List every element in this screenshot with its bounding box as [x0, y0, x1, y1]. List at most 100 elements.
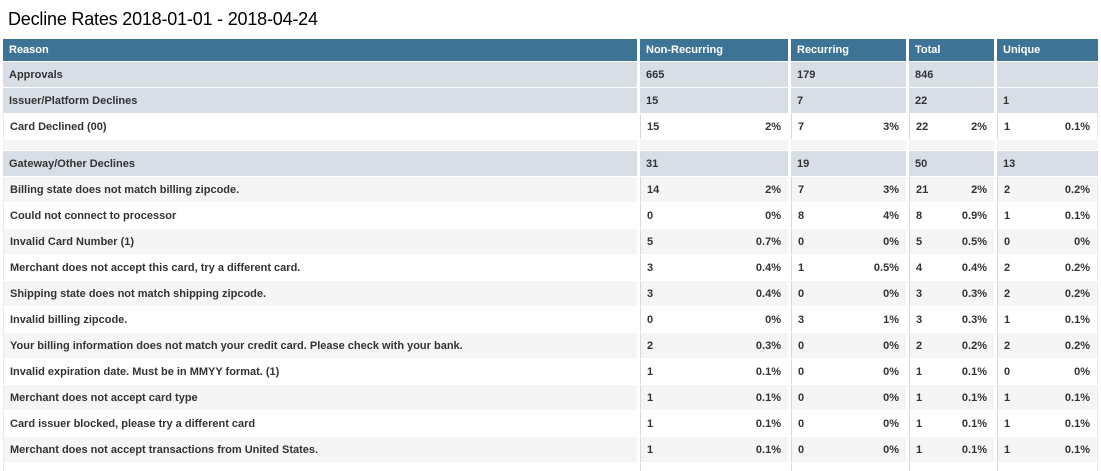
recurring-cell: 0 0%: [791, 411, 906, 436]
percent-value: 0%: [883, 339, 899, 352]
recurring-cell: 7 3%: [791, 114, 906, 139]
percent-value: 0%: [765, 313, 781, 326]
percent-value: 0.4%: [755, 287, 781, 300]
count-value: 846: [915, 68, 934, 81]
reason-cell: Merchant does not accept this card, try …: [3, 255, 637, 280]
count-value: 0: [647, 209, 654, 222]
reason-cell: Shipping state does not match shipping z…: [3, 281, 637, 306]
non-recurring-cell: [640, 140, 788, 150]
percent-value: 0.2%: [1064, 261, 1090, 274]
cell-content: 1 0.1%: [998, 314, 1097, 326]
column-header-non-recurring: Non-Recurring: [640, 39, 788, 61]
count-value: 1: [916, 365, 923, 378]
cell-content: 3 0.4%: [641, 288, 788, 300]
detail-row: Merchant does not accept this card, try …: [3, 255, 1098, 280]
cell-content: 2 0.2%: [910, 340, 994, 352]
count-value: 0: [1004, 365, 1011, 378]
cell-content: 2 0.2%: [998, 262, 1097, 274]
reason-cell: Invalid billing zipcode.: [3, 307, 637, 332]
recurring-cell: 0 0%: [791, 437, 906, 462]
cell-content: 31: [640, 158, 788, 170]
non-recurring-cell: 1 0.1%: [640, 385, 788, 410]
percent-value: 0%: [765, 209, 781, 222]
detail-row: Invalid expiration date. Must be in MMYY…: [3, 359, 1098, 384]
percent-value: 0.2%: [1064, 339, 1090, 352]
percent-value: 0%: [1074, 235, 1090, 248]
cell-content: 7 3%: [792, 184, 906, 196]
total-cell: 2 0.2%: [909, 333, 994, 358]
cell-content: 1 0.1%: [998, 210, 1097, 222]
percent-value: 2%: [765, 183, 781, 196]
reason-cell: Card issuer blocked, please try a differ…: [3, 411, 637, 436]
cell-content: 0 0%: [641, 210, 788, 222]
empty-row: [3, 463, 1098, 471]
unique-cell: 1 0.1%: [997, 203, 1098, 228]
unique-cell: 2 0.2%: [997, 255, 1098, 280]
count-value: 22: [915, 94, 928, 107]
total-cell: 1 0.1%: [909, 359, 994, 384]
percent-value: 0%: [883, 391, 899, 404]
percent-value: 0.1%: [1064, 209, 1090, 222]
count-value: 3: [916, 313, 923, 326]
total-cell: 21 2%: [909, 177, 994, 202]
recurring-cell: 7 3%: [791, 177, 906, 202]
non-recurring-cell: 1 0.1%: [640, 359, 788, 384]
count-value: 1: [798, 261, 805, 274]
percent-value: 0.1%: [1064, 313, 1090, 326]
percent-value: 0.2%: [961, 339, 987, 352]
reason-cell: [3, 140, 637, 150]
cell-content: 22: [909, 95, 994, 107]
cell-content: 1 0.1%: [910, 366, 994, 378]
recurring-cell: 0 0%: [791, 359, 906, 384]
count-value: 1: [1004, 313, 1011, 326]
total-cell: 8 0.9%: [909, 203, 994, 228]
unique-cell: 1 0.1%: [997, 114, 1098, 139]
non-recurring-cell: 5 0.7%: [640, 229, 788, 254]
cell-content: 2 0.3%: [641, 340, 788, 352]
cell-content: 8 0.9%: [910, 210, 994, 222]
percent-value: 3%: [883, 183, 899, 196]
count-value: 31: [646, 157, 659, 170]
count-value: 2: [1004, 287, 1011, 300]
count-value: 7: [798, 120, 805, 133]
cell-content: 0 0%: [792, 392, 906, 404]
cell-content: 0 0%: [792, 444, 906, 456]
detail-row: Merchant does not accept card type 1 0.1% 0…: [3, 385, 1098, 410]
count-value: 14: [647, 183, 660, 196]
count-value: 3: [798, 313, 805, 326]
count-value: 0: [798, 417, 805, 430]
cell-content: 3 0.4%: [641, 262, 788, 274]
count-value: 1: [647, 391, 654, 404]
total-cell: 846: [909, 62, 994, 87]
header-row: Reason Non-Recurring Recurring Total Unique: [3, 39, 1098, 61]
count-value: 8: [916, 209, 923, 222]
detail-row: Could not connect to processor 0 0% 8 4% 8 0.9…: [3, 203, 1098, 228]
count-value: 0: [798, 235, 805, 248]
count-value: 0: [798, 339, 805, 352]
recurring-cell: 8 4%: [791, 203, 906, 228]
reason-cell: Card Declined (00): [3, 114, 637, 139]
unique-cell: 1 0.1%: [997, 437, 1098, 462]
count-value: 15: [646, 94, 659, 107]
reason-cell: Invalid Card Number (1): [3, 229, 637, 254]
count-value: 1: [916, 417, 923, 430]
cell-content: 1: [997, 95, 1098, 107]
column-header-total: Total: [909, 39, 994, 61]
percent-value: 0%: [1074, 365, 1090, 378]
count-value: 15: [647, 120, 660, 133]
cell-content: 1 0.1%: [998, 444, 1097, 456]
reason-cell: Invalid expiration date. Must be in MMYY…: [3, 359, 637, 384]
cell-content: 0 0%: [792, 366, 906, 378]
cell-content: 0 0%: [792, 288, 906, 300]
cell-content: 3 0.3%: [910, 288, 994, 300]
count-value: 3: [647, 287, 654, 300]
percent-value: 0.1%: [961, 417, 987, 430]
count-value: 4: [916, 261, 923, 274]
recurring-cell: 1 0.5%: [791, 255, 906, 280]
non-recurring-cell: 0 0%: [640, 307, 788, 332]
percent-value: 0.1%: [961, 443, 987, 456]
total-cell: 1 0.1%: [909, 385, 994, 410]
total-cell: [909, 463, 994, 471]
count-value: 5: [647, 235, 654, 248]
count-value: 0: [1004, 235, 1011, 248]
